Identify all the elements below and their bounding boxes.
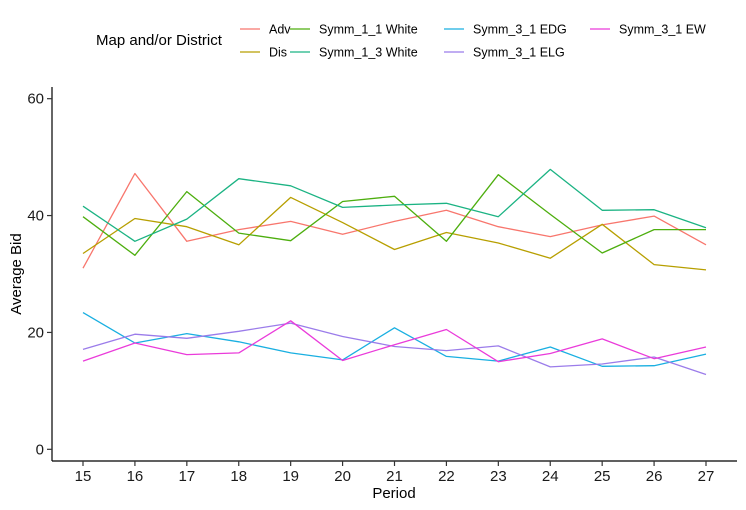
y-tick-label: 0 [36,441,44,458]
x-axis-title: Period [372,485,415,502]
legend-label: Dis [269,46,287,60]
series-line-symm-3-1-elg [82,322,707,376]
x-tick-label: 24 [542,468,559,485]
legend-label: Symm_3_1 ELG [473,46,565,60]
legend-item: Adv [240,23,291,37]
legend: Map and/or District Adv Dis Symm_1_1 White… [96,23,706,60]
series-line-adv [82,172,707,269]
y-tick-label: 20 [27,324,44,341]
x-tick-label: 15 [75,468,92,485]
x-tick-label: 18 [230,468,247,485]
plot-area: 0 20 40 60 15 16 17 18 19 20 21 22 23 24 25 26 27 [27,87,737,485]
x-tick-label: 20 [334,468,351,485]
legend-label: Symm_3_1 EDG [473,23,567,37]
legend-label: Symm_1_3 White [319,46,418,60]
y-tick-label: 40 [27,208,44,225]
series-line-symm-3-1-ew [82,320,707,363]
legend-item: Dis [240,46,287,60]
legend-item: Symm_1_1 White [290,23,418,37]
x-tick-label: 23 [490,468,507,485]
legend-label: Symm_1_1 White [319,23,418,37]
series-line-symm-1-1-white [82,174,706,256]
y-tick-label: 60 [27,91,44,108]
legend-item: Symm_3_1 EDG [444,23,567,37]
legend-title: Map and/or District [96,32,223,49]
x-tick-label: 25 [594,468,611,485]
legend-label: Symm_3_1 EW [619,23,706,37]
y-axis-title: Average Bid [8,233,25,314]
legend-item: Symm_3_1 ELG [444,46,565,60]
x-tick-label: 16 [127,468,144,485]
x-tick-label: 27 [698,468,715,485]
series-line-symm-1-3-white [82,168,707,242]
series-line-dis [82,196,707,271]
legend-item: Symm_3_1 EW [590,23,706,37]
x-tick-label: 26 [646,468,663,485]
series-line-symm-3-1-edg [82,312,707,367]
x-tick-label: 21 [386,468,403,485]
legend-item: Symm_1_3 White [290,46,418,60]
x-tick-label: 17 [178,468,195,485]
x-tick-label: 22 [438,468,455,485]
x-tick-label: 19 [282,468,299,485]
legend-label: Adv [269,23,291,37]
